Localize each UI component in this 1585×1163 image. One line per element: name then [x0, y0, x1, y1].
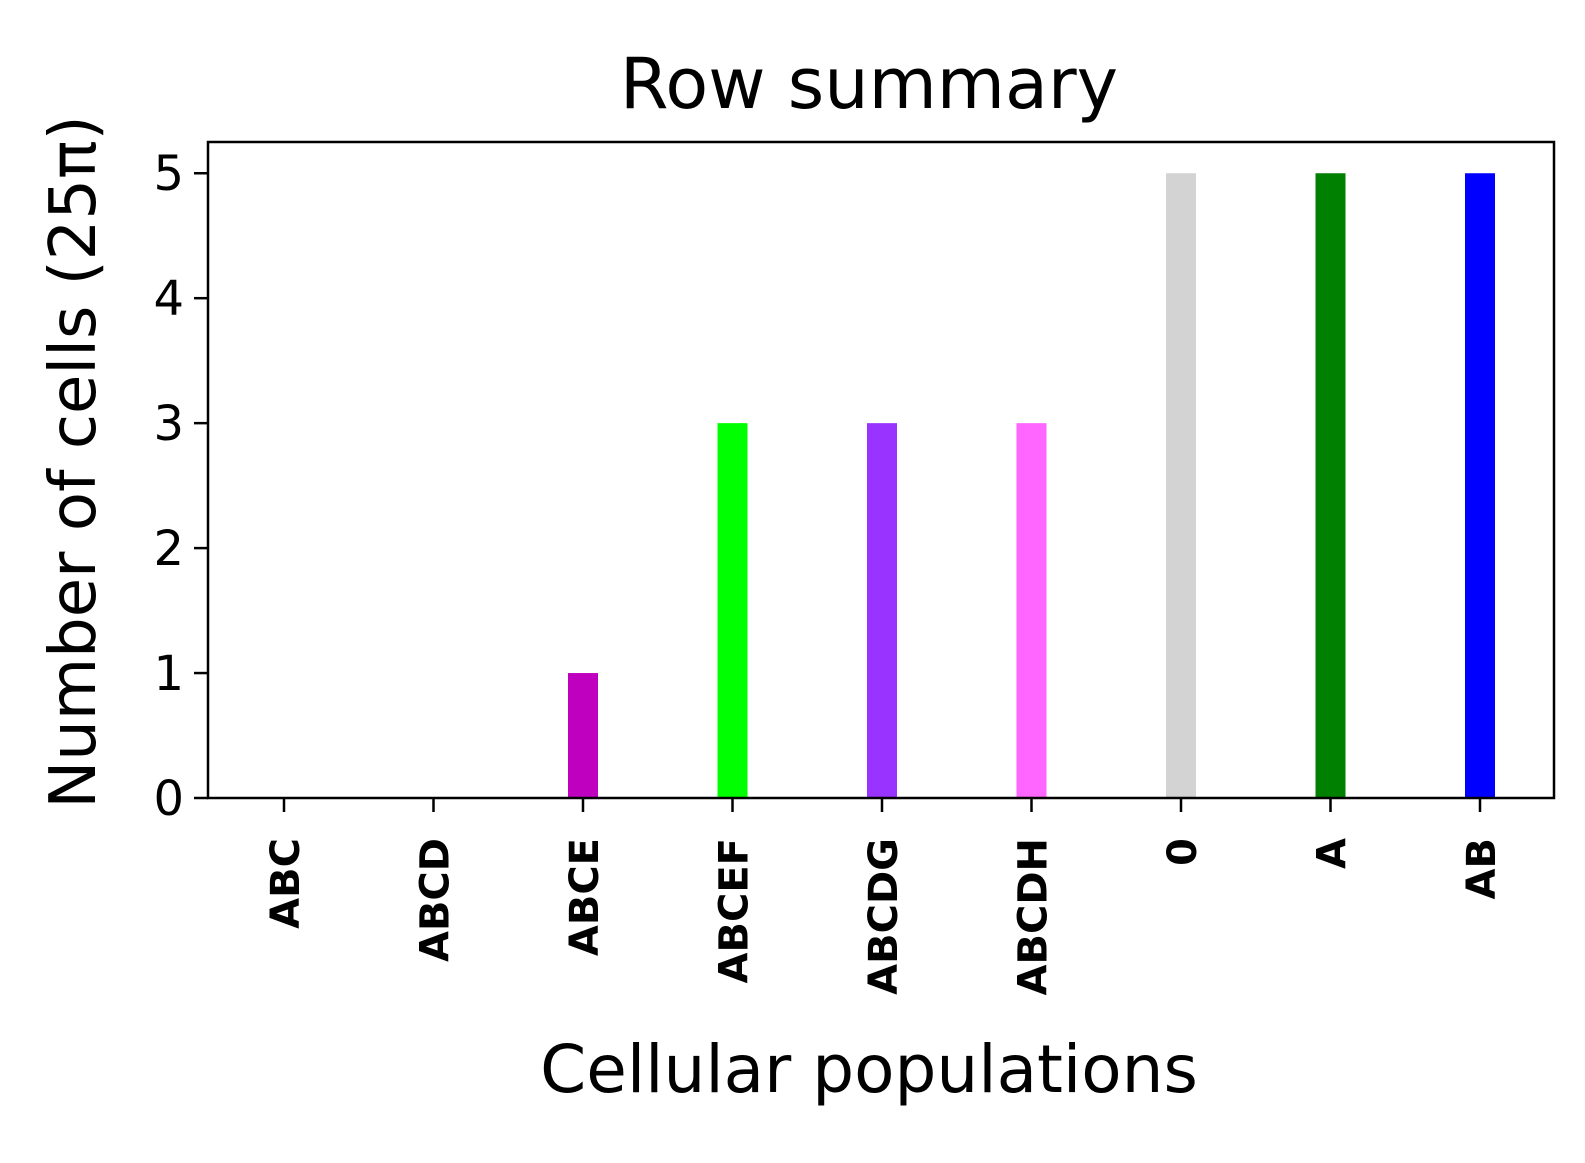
bar-0	[1166, 173, 1196, 798]
x-tick-label: ABCD	[413, 838, 459, 962]
y-tick-label: 2	[153, 521, 184, 577]
bar-ABCE	[568, 673, 598, 798]
x-tick-label: AB	[1459, 838, 1505, 899]
plot-area-frame	[206, 140, 1556, 800]
chart-title: Row summary	[620, 43, 1118, 125]
x-tick-label: A	[1310, 838, 1356, 869]
bars-group	[568, 173, 1495, 798]
bar-ABCEF	[717, 423, 748, 798]
bar-AB	[1465, 173, 1495, 798]
y-tick-label: 4	[153, 271, 184, 327]
y-tick-label: 0	[153, 771, 184, 827]
bar-ABCDH	[1016, 423, 1047, 798]
x-tick-label: ABCDG	[861, 838, 907, 995]
bar-A	[1315, 173, 1346, 798]
x-tick-label: ABCEF	[712, 838, 758, 983]
x-ticks-group: ABC ABCD ABCE ABCEF ABCDG ABCDH 0 A AB	[263, 798, 1505, 995]
x-tick-label: 0	[1160, 838, 1206, 866]
x-tick-label: ABCDH	[1011, 838, 1057, 995]
y-ticks-group: 0 1 2 3 4 5	[153, 146, 208, 827]
x-axis-label: Cellular populations	[540, 1031, 1198, 1108]
x-tick-label: ABC	[263, 838, 309, 929]
y-tick-label: 3	[153, 396, 184, 452]
y-tick-label: 1	[153, 646, 184, 702]
bar-ABCDG	[867, 423, 897, 798]
x-tick-label: ABCE	[562, 838, 608, 956]
y-tick-label: 5	[153, 146, 184, 202]
y-axis-label: Number of cells (25π)	[37, 115, 111, 808]
